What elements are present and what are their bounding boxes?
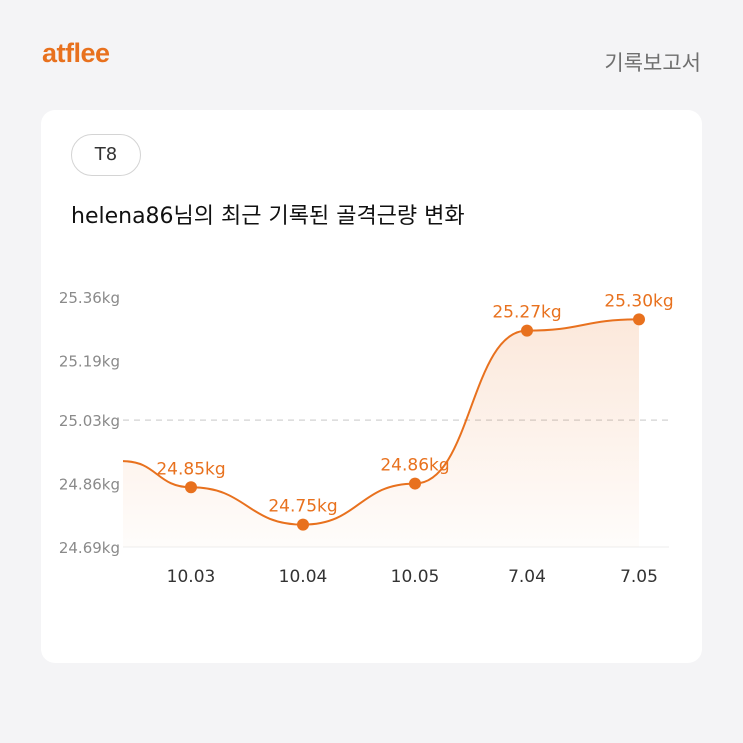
x-tick-label: 10.05 <box>391 567 440 587</box>
data-label: 24.75kg <box>268 497 337 517</box>
x-tick-label: 10.03 <box>167 567 216 587</box>
atflee-logo: atflee <box>42 38 110 68</box>
x-tick-label: 7.05 <box>620 567 658 587</box>
y-tick-label: 25.03kg <box>59 412 120 430</box>
device-tag: T8 <box>71 134 141 176</box>
data-point <box>297 518 309 531</box>
data-label: 24.85kg <box>156 459 225 479</box>
y-tick-label: 25.36kg <box>59 289 120 307</box>
chart-title: helena86님의 최근 기록된 골격근량 변화 <box>71 204 465 229</box>
y-tick-label: 24.69kg <box>59 539 120 557</box>
header: atflee 기록보고서 <box>0 0 743 110</box>
data-point <box>185 481 197 494</box>
x-tick-label: 10.04 <box>279 567 328 587</box>
data-label: 25.27kg <box>492 303 561 323</box>
chart-card: T8 helena86님의 최근 기록된 골격근량 변화 25.36kg 25.1… <box>41 110 702 663</box>
data-point <box>633 313 645 326</box>
y-tick-label: 25.19kg <box>59 352 120 370</box>
data-point <box>521 324 533 337</box>
data-point <box>409 477 421 490</box>
data-label: 24.86kg <box>380 456 449 476</box>
report-label: 기록보고서 <box>604 51 701 75</box>
data-label: 25.30kg <box>604 291 673 311</box>
series-area <box>123 319 639 547</box>
y-tick-label: 24.86kg <box>59 476 120 494</box>
x-tick-label: 7.04 <box>508 567 546 587</box>
line-chart: 25.36kg 25.19kg 25.03kg 24.86kg 24.69kg 10.0… <box>59 289 674 587</box>
